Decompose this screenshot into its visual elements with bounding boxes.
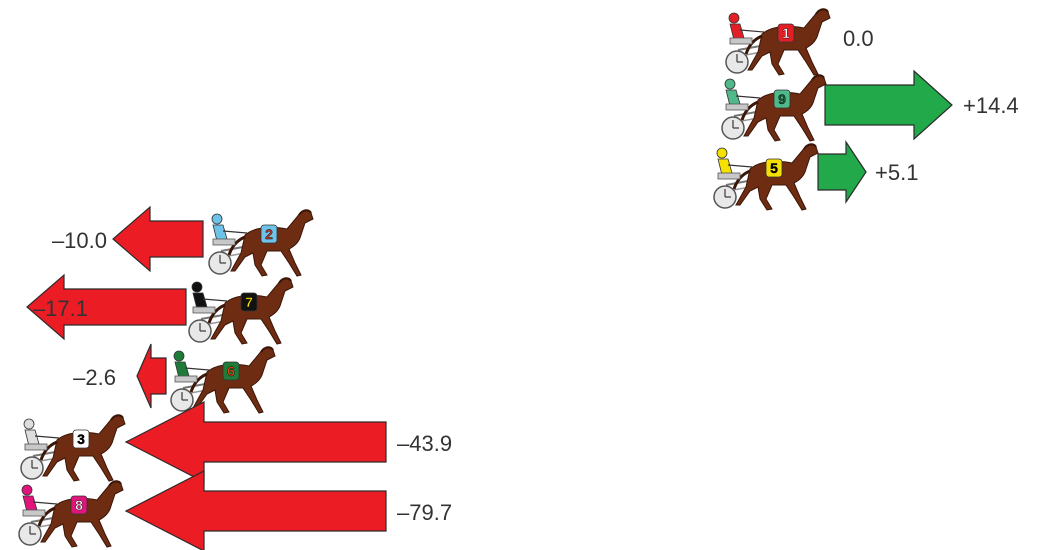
harness-horse-icon: 5 <box>713 143 819 211</box>
gain-arrow <box>817 140 867 204</box>
gain-arrow <box>824 69 953 141</box>
horse-row: 1 0.0 <box>725 8 874 76</box>
harness-horse-icon: 2 <box>208 209 314 277</box>
harness-horse-icon: 9 <box>721 74 827 142</box>
odds-change-value: –10.0 <box>52 228 107 253</box>
horse-row: 9 +14.4 <box>721 69 1019 142</box>
loss-arrow <box>136 343 167 409</box>
saddle-number: 7 <box>245 294 253 310</box>
saddle-number: 6 <box>227 363 235 379</box>
odds-change-value: 0.0 <box>843 26 874 51</box>
harness-horse-icon: 6 <box>170 346 276 414</box>
harness-horse-icon: 7 <box>188 277 294 345</box>
loss-arrow <box>112 205 204 273</box>
horse-row: 5 +5.1 <box>713 140 918 211</box>
loss-arrow <box>26 273 187 341</box>
odds-change-value: –43.9 <box>397 431 452 456</box>
horse-row: 8 –79.7 <box>18 470 452 550</box>
horse-row: 2 –10.0 <box>52 205 314 277</box>
harness-horse-icon: 8 <box>18 480 124 548</box>
horse-row: 7 –17.1 <box>26 273 294 345</box>
odds-change-value: +14.4 <box>963 93 1019 118</box>
odds-change-value: –17.1 <box>33 296 88 321</box>
horse-row: 6 –2.6 <box>73 343 276 414</box>
harness-horse-icon: 3 <box>20 414 126 482</box>
loss-arrow <box>124 401 387 483</box>
saddle-number: 9 <box>778 91 786 107</box>
odds-change-value: –2.6 <box>73 365 116 390</box>
saddle-number: 1 <box>782 25 790 41</box>
saddle-number: 2 <box>265 226 273 242</box>
saddle-number: 5 <box>770 160 778 176</box>
harness-horse-icon: 1 <box>725 8 831 76</box>
loss-arrow <box>124 470 387 550</box>
odds-change-value: +5.1 <box>875 160 918 185</box>
saddle-number: 8 <box>75 497 83 513</box>
horse-row: 3 –43.9 <box>20 401 452 483</box>
saddle-number: 3 <box>77 431 85 447</box>
odds-change-value: –79.7 <box>397 500 452 525</box>
